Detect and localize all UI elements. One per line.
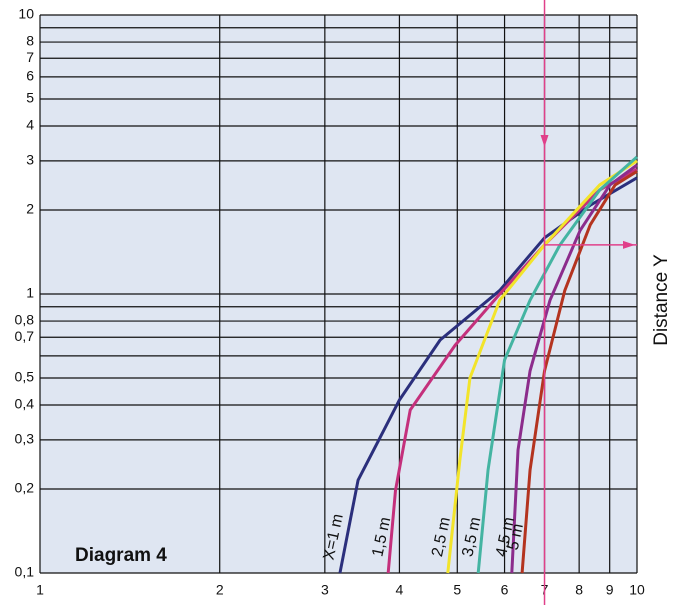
y-tick-label: 0,4 bbox=[15, 396, 35, 412]
x-tick-label: 6 bbox=[501, 582, 509, 598]
marker-arrow bbox=[623, 240, 635, 249]
y-tick-label: 0,8 bbox=[15, 312, 35, 328]
curve bbox=[476, 155, 638, 574]
marker-arrow bbox=[540, 135, 549, 147]
y-tick-label: 4 bbox=[26, 117, 34, 133]
grid bbox=[39, 14, 638, 574]
x-tick-label: 2 bbox=[216, 582, 224, 598]
x-tick-label: 8 bbox=[575, 582, 583, 598]
x-tick-label: 9 bbox=[606, 582, 614, 598]
curve bbox=[446, 159, 638, 574]
curves bbox=[338, 155, 638, 574]
y-tick-label: 0,1 bbox=[15, 564, 35, 580]
x-tick-label: 3 bbox=[321, 582, 329, 598]
curve bbox=[338, 176, 638, 574]
y-tick-label: 5 bbox=[26, 90, 34, 106]
y-tick-label: 0,3 bbox=[15, 431, 35, 447]
y-tick-label: 7 bbox=[26, 49, 34, 65]
x-tick-label: 5 bbox=[453, 582, 461, 598]
y-tick-label: 3 bbox=[26, 152, 34, 168]
curve-label: 5 m bbox=[505, 522, 527, 552]
y-tick-label: 2 bbox=[26, 201, 34, 217]
y-tick-label: 8 bbox=[26, 33, 34, 49]
curve bbox=[510, 163, 638, 574]
x-tick-label: 10 bbox=[629, 582, 645, 598]
chart-title: Diagram 4 bbox=[75, 545, 167, 566]
curve bbox=[386, 167, 638, 574]
y-tick-label: 0,5 bbox=[15, 369, 35, 385]
x-tick-label: 4 bbox=[396, 582, 404, 598]
y-axis-label: Distance Y bbox=[651, 254, 672, 346]
y-tick-label: 0,7 bbox=[15, 328, 35, 344]
x-tick-label: 1 bbox=[36, 582, 44, 598]
y-tick-label: 6 bbox=[26, 68, 34, 84]
y-tick-label: 0,2 bbox=[15, 480, 35, 496]
curve bbox=[520, 170, 638, 574]
y-tick-label: 10 bbox=[18, 6, 34, 22]
y-tick-label: 1 bbox=[26, 285, 34, 301]
